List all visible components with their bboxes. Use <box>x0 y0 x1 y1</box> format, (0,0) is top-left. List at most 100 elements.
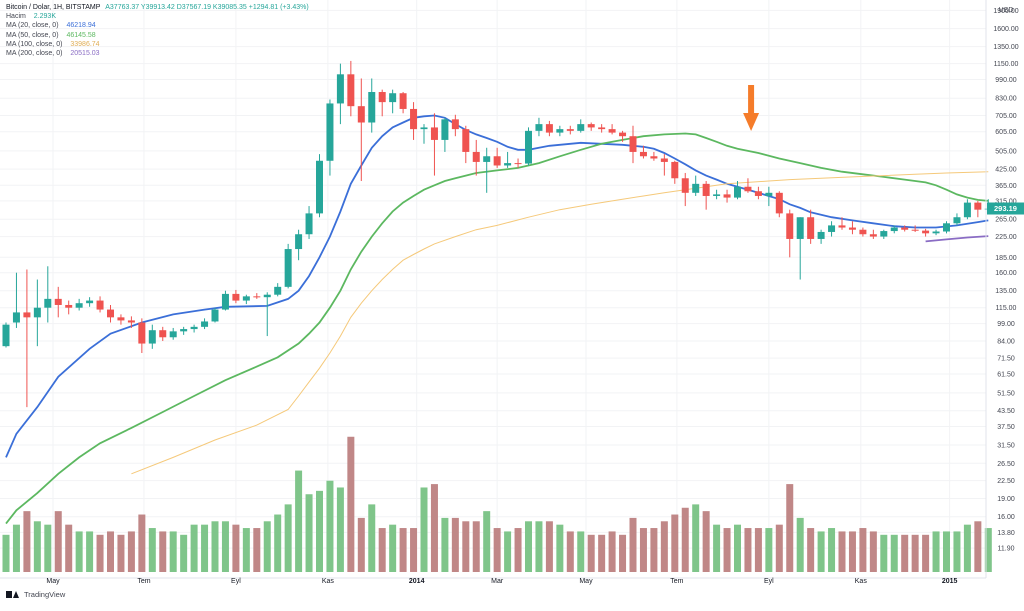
last-price-tag <box>987 202 1024 215</box>
candle-body <box>336 74 344 104</box>
volume-bar <box>692 504 700 572</box>
volume-bar <box>493 528 501 572</box>
volume-bar <box>12 524 20 572</box>
candle-body <box>357 106 365 123</box>
candle-body <box>608 129 616 133</box>
candle-body <box>744 186 752 192</box>
candle-body <box>566 129 574 131</box>
ma200-legend: MA (200, close, 0) 20515.03 <box>6 49 309 58</box>
volume-legend: Hacim 2.293K <box>6 12 309 21</box>
candle-body <box>148 330 156 344</box>
candle-body <box>953 217 961 224</box>
y-tick-label: 99.00 <box>997 321 1015 328</box>
y-tick-label: 71.50 <box>997 356 1015 363</box>
candle-body <box>420 127 428 130</box>
volume-bar <box>713 524 721 572</box>
x-tick-label: Tem <box>137 578 150 585</box>
candle-body <box>828 225 836 232</box>
arrow-down-annotation <box>743 85 760 131</box>
volume-bar <box>880 534 888 572</box>
tradingview-logo-icon <box>6 590 20 599</box>
candle-body <box>430 127 438 140</box>
volume-bar <box>295 470 303 572</box>
y-tick-label: 31.50 <box>997 442 1015 449</box>
candle-body <box>556 129 564 133</box>
volume-bar <box>2 534 10 572</box>
candle-body <box>598 127 606 130</box>
candle-body <box>629 136 637 152</box>
y-tick-label: 1900.00 <box>993 8 1018 15</box>
volume-bar <box>765 528 773 572</box>
candle-body <box>2 324 10 347</box>
volume-bar <box>556 524 564 572</box>
candle-body <box>263 294 271 298</box>
candle-body <box>650 156 658 159</box>
y-tick-label: 505.00 <box>995 148 1017 155</box>
ma50-label: MA (50, close, 0) <box>6 31 59 39</box>
volume-bar <box>514 528 522 572</box>
candle-body <box>535 124 543 131</box>
y-tick-label: 185.00 <box>995 255 1017 262</box>
candle-body <box>441 119 449 140</box>
candle-body <box>974 202 982 210</box>
volume-bar <box>284 504 292 572</box>
volume-bar <box>336 487 344 572</box>
symbol-title: Bitcoin / Dolar, 1H, BITSTAMP <box>6 4 101 11</box>
candle-body <box>702 183 710 196</box>
candle-body <box>389 93 397 103</box>
candle-body <box>545 124 553 133</box>
candle-body <box>587 124 595 128</box>
candle-body <box>932 231 940 234</box>
y-tick-label: 1350.00 <box>993 44 1018 51</box>
candle-body <box>671 161 679 179</box>
candle-body <box>713 194 721 196</box>
volume-bar <box>911 534 919 572</box>
tradingview-brand-text: TradingView <box>24 590 66 599</box>
volume-bar <box>316 490 323 572</box>
volume-bar <box>566 531 574 572</box>
volume-bar <box>775 524 783 572</box>
volume-bar <box>963 524 971 572</box>
candle-body <box>305 213 313 235</box>
candle-body <box>138 322 146 344</box>
volume-bar <box>242 528 250 572</box>
y-tick-label: 1150.00 <box>994 61 1019 68</box>
candle-body <box>619 132 627 137</box>
ma50-value: 46145.58 <box>66 31 96 39</box>
candle-body <box>807 217 815 239</box>
y-tick-label: 265.00 <box>995 217 1017 224</box>
x-tick-label: 2015 <box>942 578 958 585</box>
candle-body <box>65 304 73 308</box>
candle-body <box>692 183 700 193</box>
volume-bar <box>54 511 62 572</box>
volume-bar <box>859 528 867 572</box>
x-tick-label: May <box>46 578 60 585</box>
candle-body <box>54 298 62 305</box>
candle-body <box>525 130 532 164</box>
volume-bar <box>357 517 365 572</box>
volume-bar <box>180 534 188 572</box>
volume-bar <box>608 531 616 572</box>
candle-body <box>86 300 94 304</box>
volume-bar <box>754 528 762 572</box>
volume-bar <box>734 524 741 572</box>
y-tick-label: 43.50 <box>997 408 1015 415</box>
volume-bar <box>33 521 41 572</box>
volume-bar <box>138 514 146 572</box>
volume-bar <box>483 511 491 572</box>
y-tick-label: 1600.00 <box>993 26 1018 33</box>
y-tick-label: 225.00 <box>995 234 1017 241</box>
x-tick-label: Eyl <box>231 578 241 585</box>
ohlc-values: A37763.37 Y39913.42 D37567.19 K39085.35 … <box>105 4 309 11</box>
tradingview-branding[interactable]: TradingView <box>6 590 65 599</box>
y-tick-label: 705.00 <box>995 113 1017 120</box>
candle-body <box>869 234 877 237</box>
volume-bar <box>389 524 397 572</box>
candle-body <box>316 160 323 214</box>
y-tick-label: 830.00 <box>995 96 1017 103</box>
candle-body <box>754 191 762 196</box>
volume-bar <box>744 528 752 572</box>
volume-bar <box>639 528 647 572</box>
